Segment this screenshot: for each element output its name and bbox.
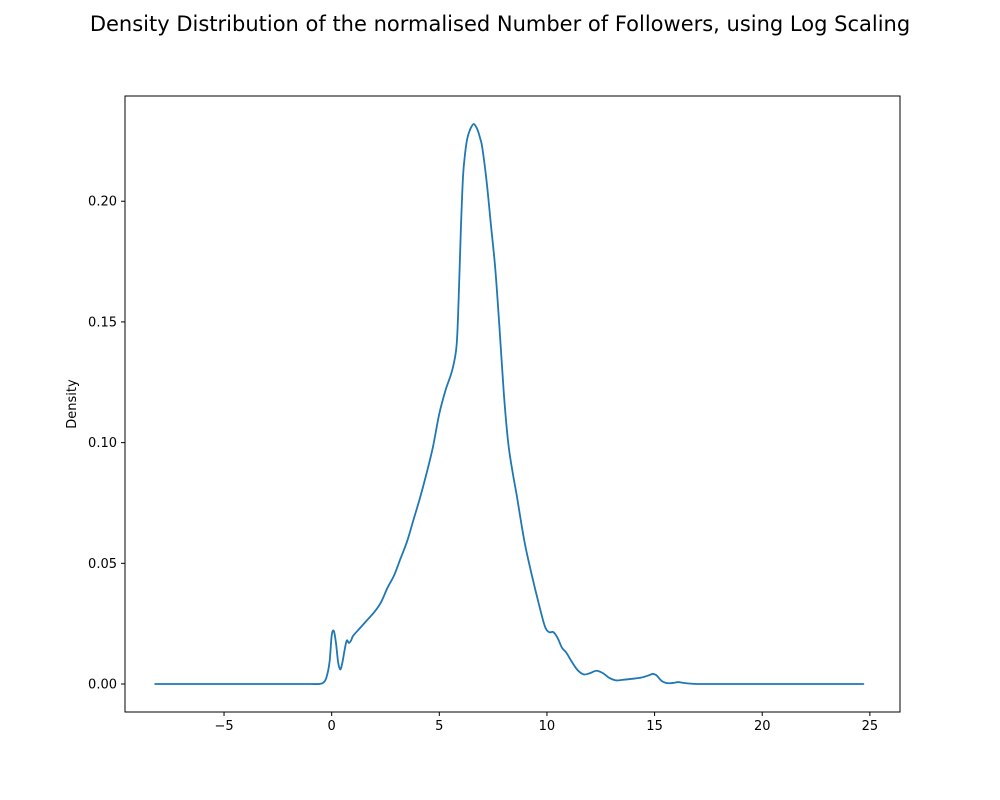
y-tick-label: 0.05: [88, 557, 117, 572]
x-tick-label: 25: [862, 719, 879, 734]
chart-title: Density Distribution of the normalised N…: [89, 12, 911, 36]
y-tick-label: 0.00: [88, 678, 117, 693]
x-tick-label: 10: [539, 719, 556, 734]
x-tick-label: 5: [435, 719, 443, 734]
y-tick-label: 0.10: [88, 436, 117, 451]
plot-frame: [124, 95, 901, 713]
density-line: [154, 123, 865, 685]
y-axis-label: Density: [65, 379, 80, 429]
x-tick-label: 20: [754, 719, 771, 734]
x-tick-label: −5: [214, 719, 233, 734]
x-tick-label: 0: [328, 719, 336, 734]
y-tick-label: 0.15: [88, 315, 117, 330]
x-tick-label: 15: [646, 719, 663, 734]
y-tick-label: 0.20: [88, 195, 117, 210]
